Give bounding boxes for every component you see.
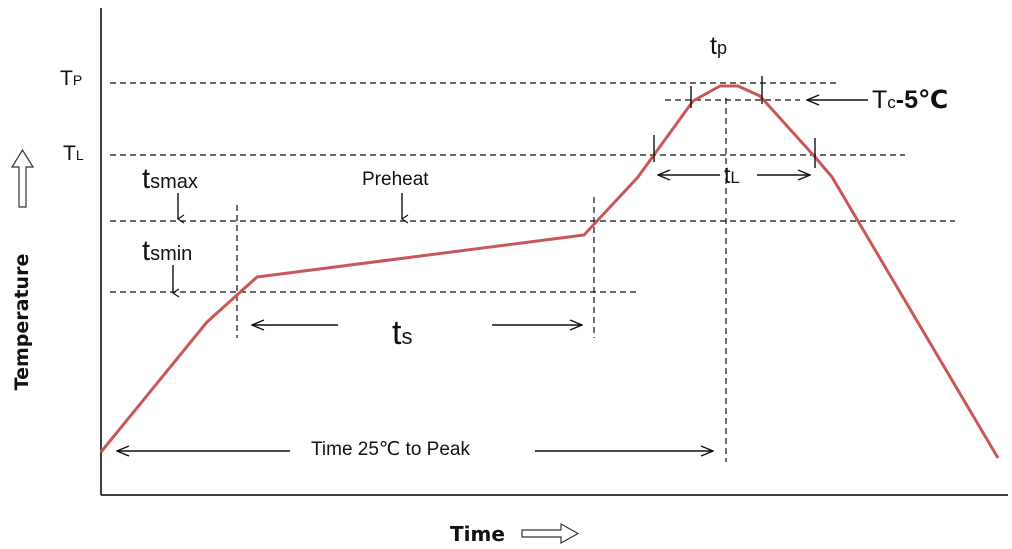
tsmin-label: tsmin [142, 235, 192, 267]
time-to-peak-label: Time 25℃ to Peak [311, 439, 470, 460]
reflow-profile-curve [99, 84, 1000, 459]
tl-level-label: TL [63, 142, 84, 165]
y-axis-up-arrow-icon [10, 148, 35, 208]
y-axis-title: Temperature [11, 254, 33, 391]
tc-minus-5-label: Tc-5℃ [872, 86, 948, 114]
tp-level-label: TP [60, 67, 82, 90]
tsmax-label: tsmax [142, 163, 198, 195]
ts-label: ts [392, 314, 412, 352]
x-axis-right-arrow-icon [521, 522, 580, 545]
tl-time-label: tL [724, 162, 740, 188]
tp-time-label: tp [710, 32, 727, 60]
preheat-label: Preheat [362, 169, 429, 190]
x-axis-title: Time [450, 522, 505, 546]
